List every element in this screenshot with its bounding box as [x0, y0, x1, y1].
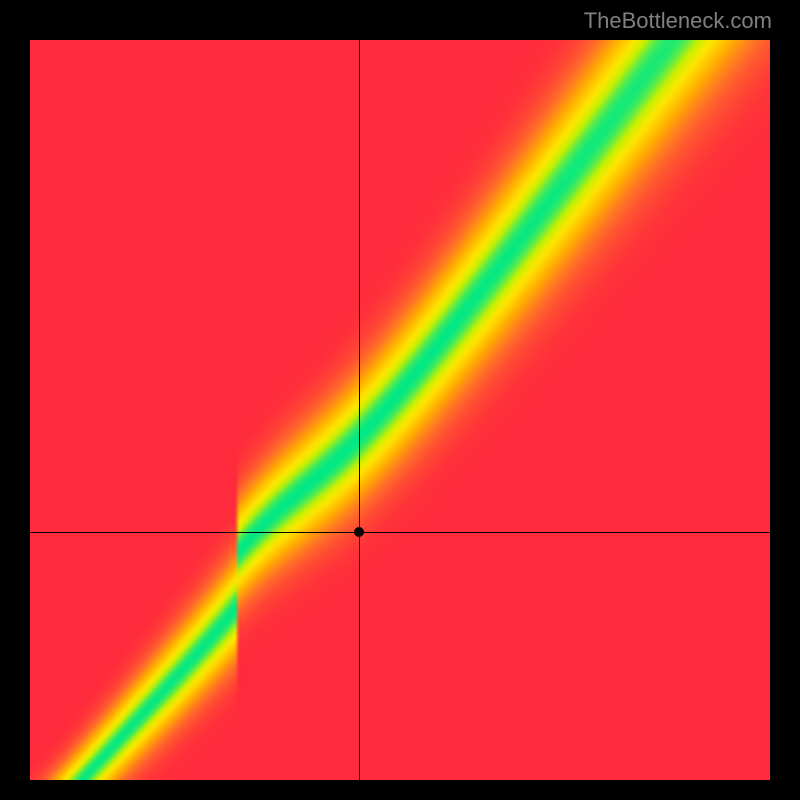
heatmap-plot	[30, 40, 770, 780]
heatmap-canvas	[30, 40, 770, 780]
crosshair-dot	[354, 527, 364, 537]
watermark-text: TheBottleneck.com	[584, 8, 772, 34]
crosshair-vertical	[359, 40, 360, 780]
crosshair-horizontal	[30, 532, 770, 533]
